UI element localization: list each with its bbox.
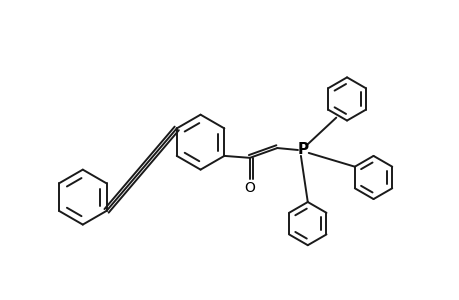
Text: O: O [244,181,255,195]
Text: P: P [297,142,308,158]
